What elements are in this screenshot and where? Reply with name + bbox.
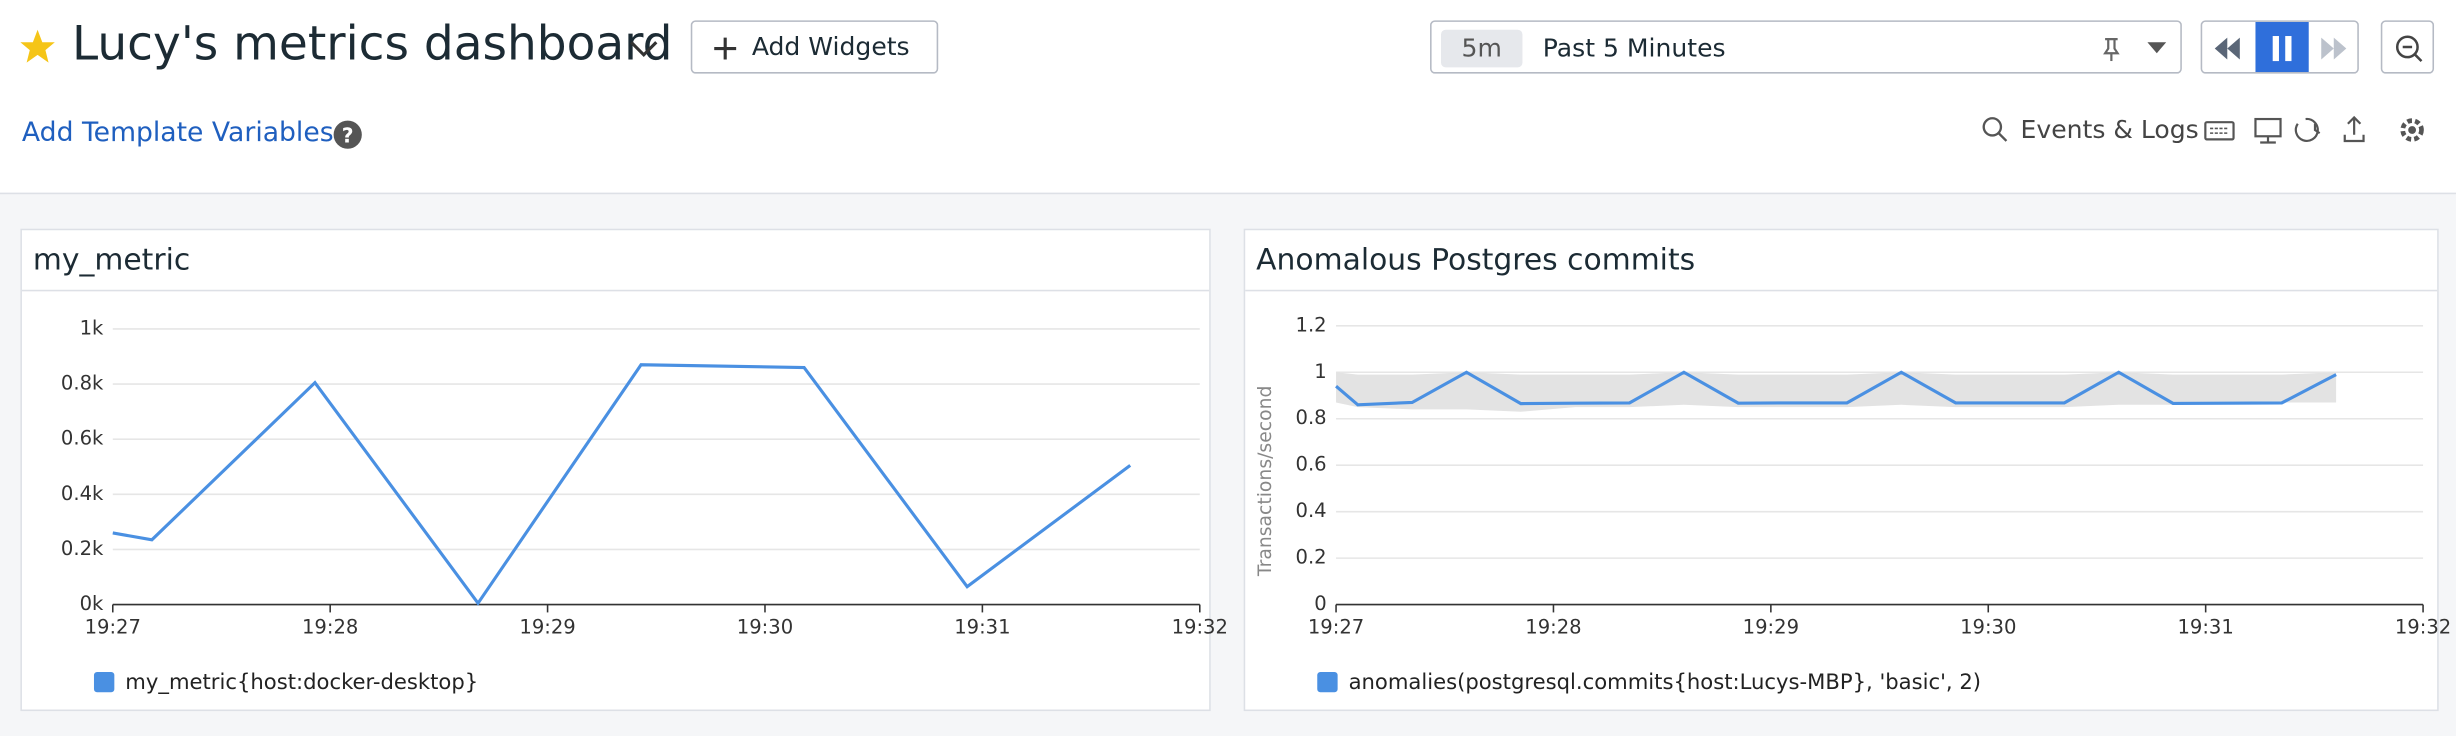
title-dropdown[interactable] — [627, 38, 661, 60]
x-tick-label: 19:29 — [519, 616, 575, 639]
toolbar-icons[interactable] — [2201, 113, 2436, 147]
events-logs-button[interactable]: Events & Logs — [2020, 114, 2199, 145]
time-shortcut: 5m — [1440, 29, 1523, 68]
y-tick-label: 0.6k — [61, 427, 104, 450]
search-icon — [1982, 117, 2008, 142]
x-tick-label: 19:28 — [1525, 616, 1581, 639]
y-tick-label: 0.2k — [61, 537, 104, 560]
y-tick-label: 0k — [80, 592, 104, 615]
y-tick-label: 0 — [1314, 592, 1326, 615]
x-tick-label: 19:27 — [85, 616, 141, 639]
zoom-out-icon — [2395, 35, 2423, 62]
help-icon[interactable]: ? — [332, 119, 363, 150]
y-tick-label: 1.2 — [1296, 313, 1327, 336]
widget: Anomalous Postgres commits — [1243, 228, 2439, 712]
series-line — [112, 363, 1132, 606]
add-widgets-label: Add Widgets — [751, 31, 910, 62]
y-tick-label: 0.8 — [1296, 406, 1327, 429]
y-tick-label: 0.8k — [61, 372, 104, 395]
widget-title: Anomalous Postgres commits — [1256, 242, 1696, 278]
x-tick-label: 19:30 — [1960, 616, 2016, 639]
time-picker[interactable]: 5m Past 5 Minutes — [1430, 20, 2182, 74]
y-axis-label: Transactions/second — [1255, 386, 1276, 578]
y-tick-label: 0.6 — [1296, 453, 1327, 476]
legend-label: my_metric{host:docker-desktop} — [125, 669, 478, 695]
x-tick-label: 19:31 — [954, 616, 1010, 639]
y-tick-label: 0.4k — [61, 482, 104, 505]
x-tick-label: 19:32 — [1172, 616, 1228, 639]
playback-icons[interactable] — [2202, 21, 2359, 74]
add-widgets-button[interactable]: Add Widgets — [690, 20, 939, 74]
series-line — [1335, 370, 2337, 407]
anomaly-band — [1336, 372, 2337, 412]
pin-icon[interactable] — [2099, 36, 2124, 62]
x-tick-label: 19:32 — [2395, 616, 2451, 639]
legend-label: anomalies(postgresql.commits{host:Lucys-… — [1349, 669, 1981, 694]
legend-swatch — [93, 671, 115, 693]
dashboard-title: Lucy's metrics dashboard — [72, 17, 673, 73]
zoom-out-button[interactable] — [2380, 20, 2435, 74]
time-range: Past 5 Minutes — [1542, 32, 1726, 63]
plus-icon — [714, 37, 737, 60]
x-tick-label: 19:30 — [737, 616, 793, 639]
y-tick-label: 0.4 — [1296, 499, 1327, 522]
playback-controls — [2200, 20, 2359, 74]
x-tick-label: 19:31 — [2177, 616, 2233, 639]
time-dropdown[interactable] — [2146, 41, 2168, 57]
legend-swatch — [1317, 671, 1338, 693]
widget: my_metric — [20, 228, 1211, 712]
svg-text:?: ? — [342, 123, 354, 147]
x-tick-label: 19:29 — [1743, 616, 1799, 639]
y-tick-label: 1 — [1314, 360, 1326, 383]
x-tick-label: 19:28 — [302, 616, 358, 639]
x-tick-label: 19:27 — [1308, 616, 1364, 639]
add-template-variables[interactable]: Add Template Variables — [21, 117, 334, 149]
favorite-star[interactable] — [19, 28, 57, 66]
y-tick-label: 0.2 — [1296, 546, 1327, 569]
widget-title: my_metric — [32, 242, 191, 278]
y-tick-label: 1k — [80, 316, 104, 339]
